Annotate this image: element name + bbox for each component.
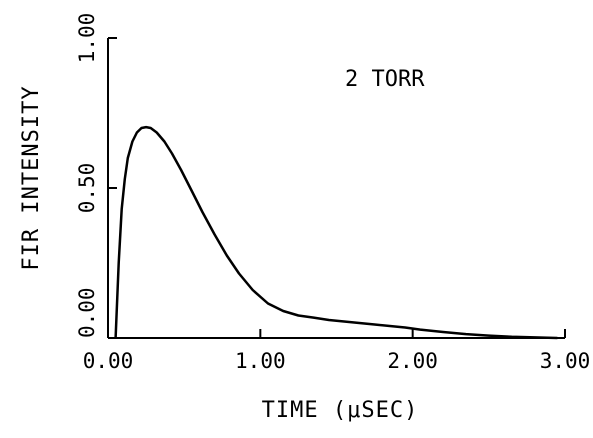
pressure-annotation: 2 TORR (345, 67, 425, 92)
axes (107, 38, 565, 339)
x-tick-label: 3.00 (540, 349, 591, 373)
y-axis-title: FIR INTENSITY (19, 85, 44, 270)
x-tick-label: 2.00 (387, 349, 438, 373)
x-tick-label: 1.00 (235, 349, 286, 373)
y-tick-label: 0.50 (75, 163, 99, 214)
x-ticks: 0.00 1.00 2.00 3.00 (83, 329, 591, 373)
y-ticks: 0.00 0.50 1.00 (75, 13, 117, 339)
y-tick-label: 1.00 (75, 13, 99, 64)
series-line (114, 125, 558, 340)
x-axis-title: TIME (μSEC) (262, 398, 419, 423)
x-tick-label: 0.00 (83, 349, 134, 373)
y-tick-label: 0.00 (75, 287, 99, 338)
